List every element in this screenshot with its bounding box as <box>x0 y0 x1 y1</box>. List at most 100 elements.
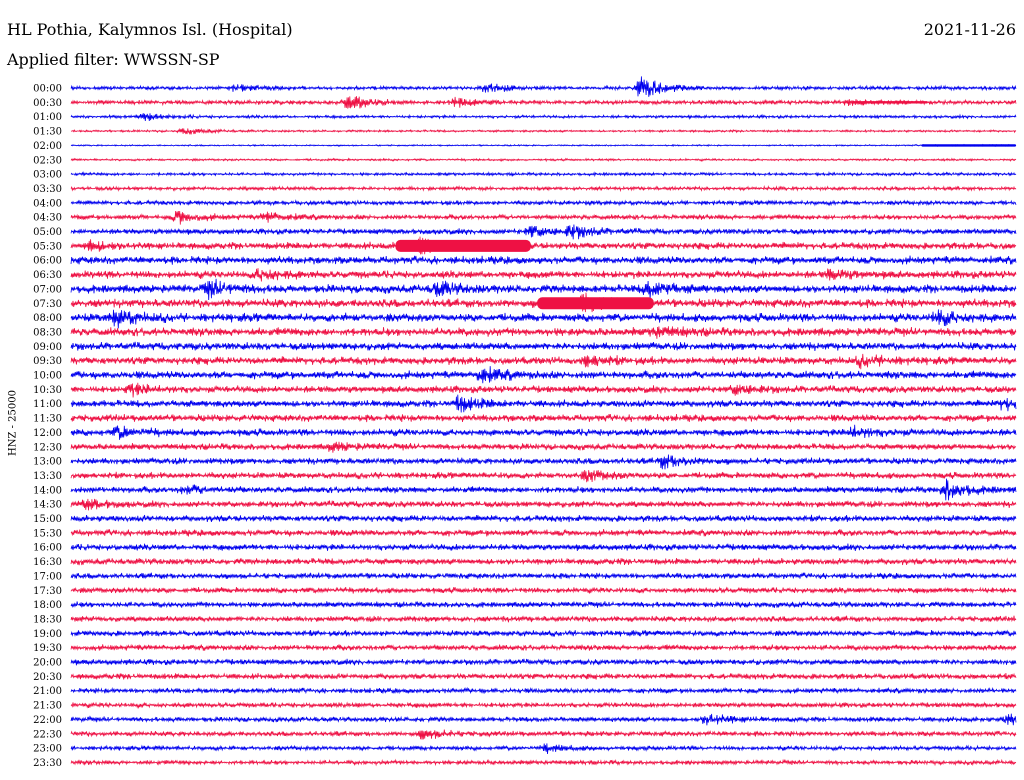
seismogram-trace <box>70 268 1017 282</box>
seismogram-trace <box>70 76 1017 97</box>
row-time-label: 14:00 <box>33 485 62 496</box>
row-time-label: 03:00 <box>33 170 62 181</box>
row-time-label: 22:30 <box>33 729 62 740</box>
seismogram-trace <box>70 586 1017 595</box>
seismogram-trace <box>70 382 1017 398</box>
seismogram-trace <box>70 366 1017 384</box>
row-time-label: 01:30 <box>33 127 62 138</box>
row-time-label: 14:30 <box>33 500 62 511</box>
row-time-label: 13:00 <box>33 457 62 468</box>
row-time-label: 17:30 <box>33 586 62 597</box>
seismogram-trace <box>70 478 1017 501</box>
row-time-label: 15:00 <box>33 514 62 525</box>
row-time-label: 08:30 <box>33 327 62 338</box>
seismogram-trace <box>70 629 1017 638</box>
row-time-label: 00:00 <box>33 84 62 95</box>
row-time-label: 11:00 <box>33 399 62 410</box>
seismogram-trace <box>70 255 1017 265</box>
seismogram-trace <box>70 113 1017 122</box>
row-time-label: 10:30 <box>33 385 62 396</box>
row-time-label: 21:00 <box>33 686 62 697</box>
row-time-label: 09:30 <box>33 356 62 367</box>
row-time-label: 07:30 <box>33 299 62 310</box>
row-time-label: 18:30 <box>33 614 62 625</box>
seismogram-trace <box>70 326 1017 339</box>
row-time-label: 02:30 <box>33 155 62 166</box>
row-time-label: 04:00 <box>33 198 62 209</box>
row-time-label: 15:30 <box>33 528 62 539</box>
row-time-label: 00:30 <box>33 98 62 109</box>
row-time-label: 08:00 <box>33 313 62 324</box>
seismogram-trace <box>70 413 1017 423</box>
row-time-label: 20:00 <box>33 658 62 669</box>
row-time-label: 23:00 <box>33 744 62 755</box>
row-time-label: 12:00 <box>33 428 62 439</box>
seismogram-trace <box>70 643 1017 652</box>
saturated-segment <box>537 297 654 310</box>
seismogram-trace <box>70 224 1017 240</box>
seismogram-trace <box>70 672 1017 681</box>
seismogram-trace <box>70 543 1017 552</box>
row-time-label: 18:00 <box>33 600 62 611</box>
seismogram-trace <box>70 127 1017 135</box>
saturated-segment <box>852 101 928 104</box>
station-title: HL Pothia, Kalymnos Isl. (Hospital) <box>7 20 293 39</box>
row-time-label: 23:30 <box>33 758 62 769</box>
seismogram-trace <box>70 572 1017 580</box>
seismogram-trace <box>70 309 1017 329</box>
seismogram-trace <box>70 557 1017 566</box>
seismogram-trace <box>70 686 1017 695</box>
row-time-label: 04:30 <box>33 213 62 224</box>
row-time-label: 11:30 <box>33 414 62 425</box>
seismogram-trace <box>70 353 1017 370</box>
row-time-label: 10:00 <box>33 371 62 382</box>
row-time-label: 07:00 <box>33 284 62 295</box>
seismogram-trace <box>70 701 1017 710</box>
seismogram-trace <box>70 514 1017 523</box>
saturated-segment <box>921 144 1016 147</box>
seismogram-trace <box>70 713 1017 726</box>
row-time-label: 05:30 <box>33 241 62 252</box>
seismogram-trace <box>70 184 1017 193</box>
row-time-label: 20:30 <box>33 672 62 683</box>
row-time-label: 21:30 <box>33 701 62 712</box>
filter-label: Applied filter: WWSSN-SP <box>7 50 220 69</box>
seismogram-trace <box>70 210 1017 225</box>
row-time-label: 06:00 <box>33 256 62 267</box>
saturated-segment <box>395 239 531 252</box>
row-time-label: 17:00 <box>33 571 62 582</box>
row-time-label: 13:30 <box>33 471 62 482</box>
seismogram-trace <box>70 469 1017 483</box>
row-time-label: 19:00 <box>33 629 62 640</box>
seismogram-trace <box>70 278 1017 301</box>
row-time-label: 22:00 <box>33 715 62 726</box>
record-date: 2021-11-26 <box>923 20 1016 39</box>
row-time-label: 01:00 <box>33 112 62 123</box>
row-time-label: 16:30 <box>33 557 62 568</box>
seismogram-trace <box>70 498 1017 511</box>
seismogram-trace <box>70 341 1017 351</box>
seismogram-trace <box>70 743 1017 755</box>
row-time-label: 06:30 <box>33 270 62 281</box>
row-time-label: 02:00 <box>33 141 62 152</box>
seismogram-trace <box>70 199 1017 207</box>
row-time-label: 05:00 <box>33 227 62 238</box>
seismogram-trace <box>70 441 1017 453</box>
row-time-label: 19:30 <box>33 643 62 654</box>
seismogram-trace <box>70 171 1017 178</box>
seismogram-trace <box>70 600 1017 609</box>
seismogram-trace <box>70 157 1017 163</box>
seismogram-trace <box>70 758 1017 767</box>
seismogram-trace <box>70 615 1017 623</box>
seismogram-trace <box>70 657 1017 666</box>
seismogram-trace <box>70 143 1017 148</box>
row-time-label: 09:00 <box>33 342 62 353</box>
seismogram-trace <box>70 729 1017 740</box>
row-time-label: 16:00 <box>33 543 62 554</box>
row-time-label: 03:30 <box>33 184 62 195</box>
seismogram-trace <box>70 528 1017 537</box>
seismogram-trace <box>70 394 1017 413</box>
row-time-label: 12:30 <box>33 442 62 453</box>
